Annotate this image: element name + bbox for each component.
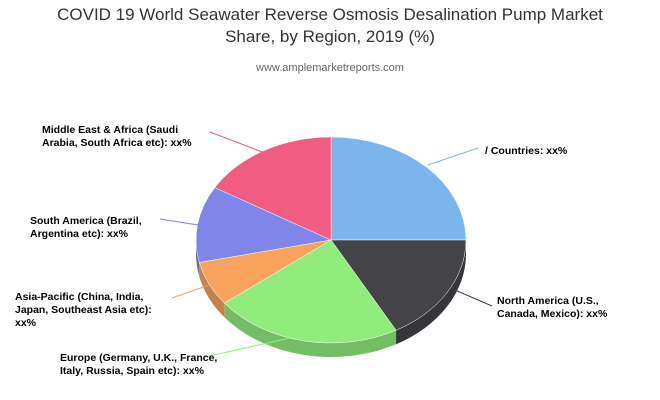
slice — [195, 187, 332, 263]
connector — [209, 131, 266, 154]
slice-side — [196, 240, 200, 277]
data-label: Asia-Pacific (China, India, Japan, South… — [15, 291, 152, 329]
slice-side — [199, 262, 225, 318]
slice — [330, 136, 467, 241]
chart-subtitle: www.amplemarketreports.com — [256, 62, 404, 74]
connector — [171, 283, 213, 299]
slice — [214, 136, 332, 241]
data-label: Middle East & Africa (Saudi Arabia, Sout… — [42, 124, 192, 149]
data-label: / Countries: xx% — [485, 145, 568, 157]
data-label: North America (U.S., Canada, Mexico): xx… — [497, 295, 608, 320]
data-label: South America (Brazil, Argentina etc): x… — [30, 215, 142, 240]
connector — [454, 289, 493, 307]
slice — [223, 239, 397, 344]
connector — [427, 147, 479, 166]
connector — [204, 337, 291, 358]
connector — [159, 218, 199, 226]
chart-title: COVID 19 World Seawater Reverse Osmosis … — [57, 5, 603, 46]
slice-side — [396, 240, 466, 345]
data-label: Europe (Germany, U.K., France, Italy, Ru… — [60, 352, 218, 377]
slice — [330, 239, 467, 331]
